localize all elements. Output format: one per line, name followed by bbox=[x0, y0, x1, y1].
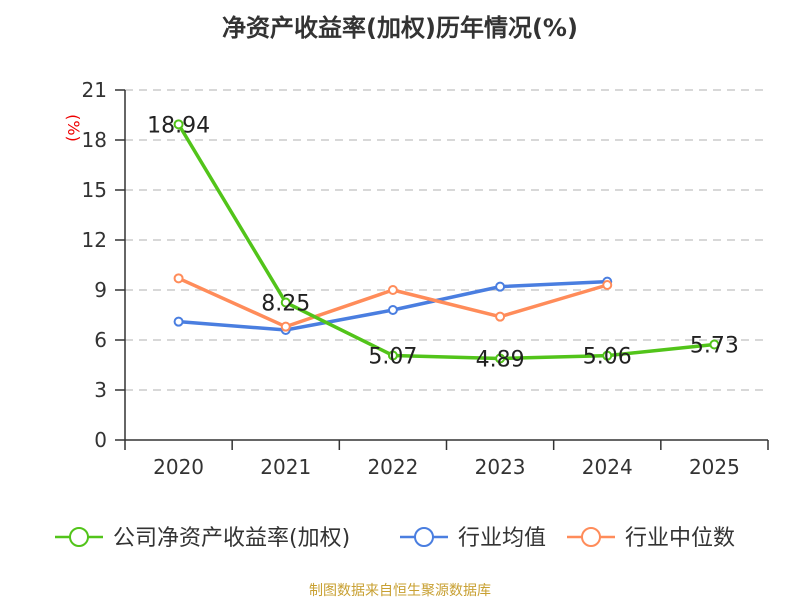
y-tick-label: 12 bbox=[82, 228, 107, 252]
data-point bbox=[602, 350, 613, 361]
legend-marker bbox=[581, 527, 601, 547]
data-point bbox=[280, 297, 291, 308]
source-note: 制图数据来自恒生聚源数据库 bbox=[309, 583, 491, 599]
x-tick-label: 2020 bbox=[153, 455, 204, 479]
data-point bbox=[495, 353, 506, 364]
x-tick-label: 2022 bbox=[367, 455, 418, 479]
y-tick-label: 0 bbox=[94, 428, 107, 452]
data-point bbox=[280, 321, 291, 332]
y-tick-label: 6 bbox=[94, 328, 107, 352]
x-tick-label: 2023 bbox=[475, 455, 526, 479]
y-tick-label: 15 bbox=[82, 178, 107, 202]
data-label: 8.25 bbox=[261, 292, 310, 317]
y-tick-label: 9 bbox=[94, 278, 107, 302]
data-point bbox=[173, 316, 184, 327]
series-line bbox=[177, 123, 715, 361]
data-point bbox=[387, 350, 398, 361]
y-tick-label: 18 bbox=[82, 128, 107, 152]
data-label: 5.73 bbox=[690, 334, 739, 359]
y-axis-label: (%) bbox=[64, 114, 83, 142]
data-point bbox=[387, 305, 398, 315]
data-label: 5.06 bbox=[583, 345, 632, 370]
data-point bbox=[387, 285, 398, 295]
data-point bbox=[173, 119, 184, 130]
data-label: 4.89 bbox=[476, 348, 525, 373]
legend-label: 公司净资产收益率(加权) bbox=[113, 526, 350, 551]
x-tick-label: 2024 bbox=[582, 455, 633, 479]
data-point bbox=[495, 311, 506, 322]
legend-marker bbox=[69, 527, 89, 547]
data-point bbox=[709, 339, 720, 350]
legend-marker bbox=[414, 527, 434, 547]
y-tick-label: 21 bbox=[82, 78, 107, 102]
data-point bbox=[495, 281, 506, 292]
data-label: 5.07 bbox=[368, 345, 417, 370]
x-tick-label: 2021 bbox=[260, 455, 311, 479]
legend-label: 行业中位数 bbox=[625, 526, 735, 551]
legend-label: 行业均值 bbox=[458, 526, 546, 551]
x-tick-label: 2025 bbox=[689, 455, 740, 479]
chart-title: 净资产收益率(加权)历年情况(%) bbox=[222, 14, 578, 42]
y-tick-label: 3 bbox=[94, 378, 107, 402]
data-point bbox=[173, 273, 184, 284]
data-point bbox=[602, 280, 613, 290]
data-label: 18.94 bbox=[147, 113, 210, 138]
